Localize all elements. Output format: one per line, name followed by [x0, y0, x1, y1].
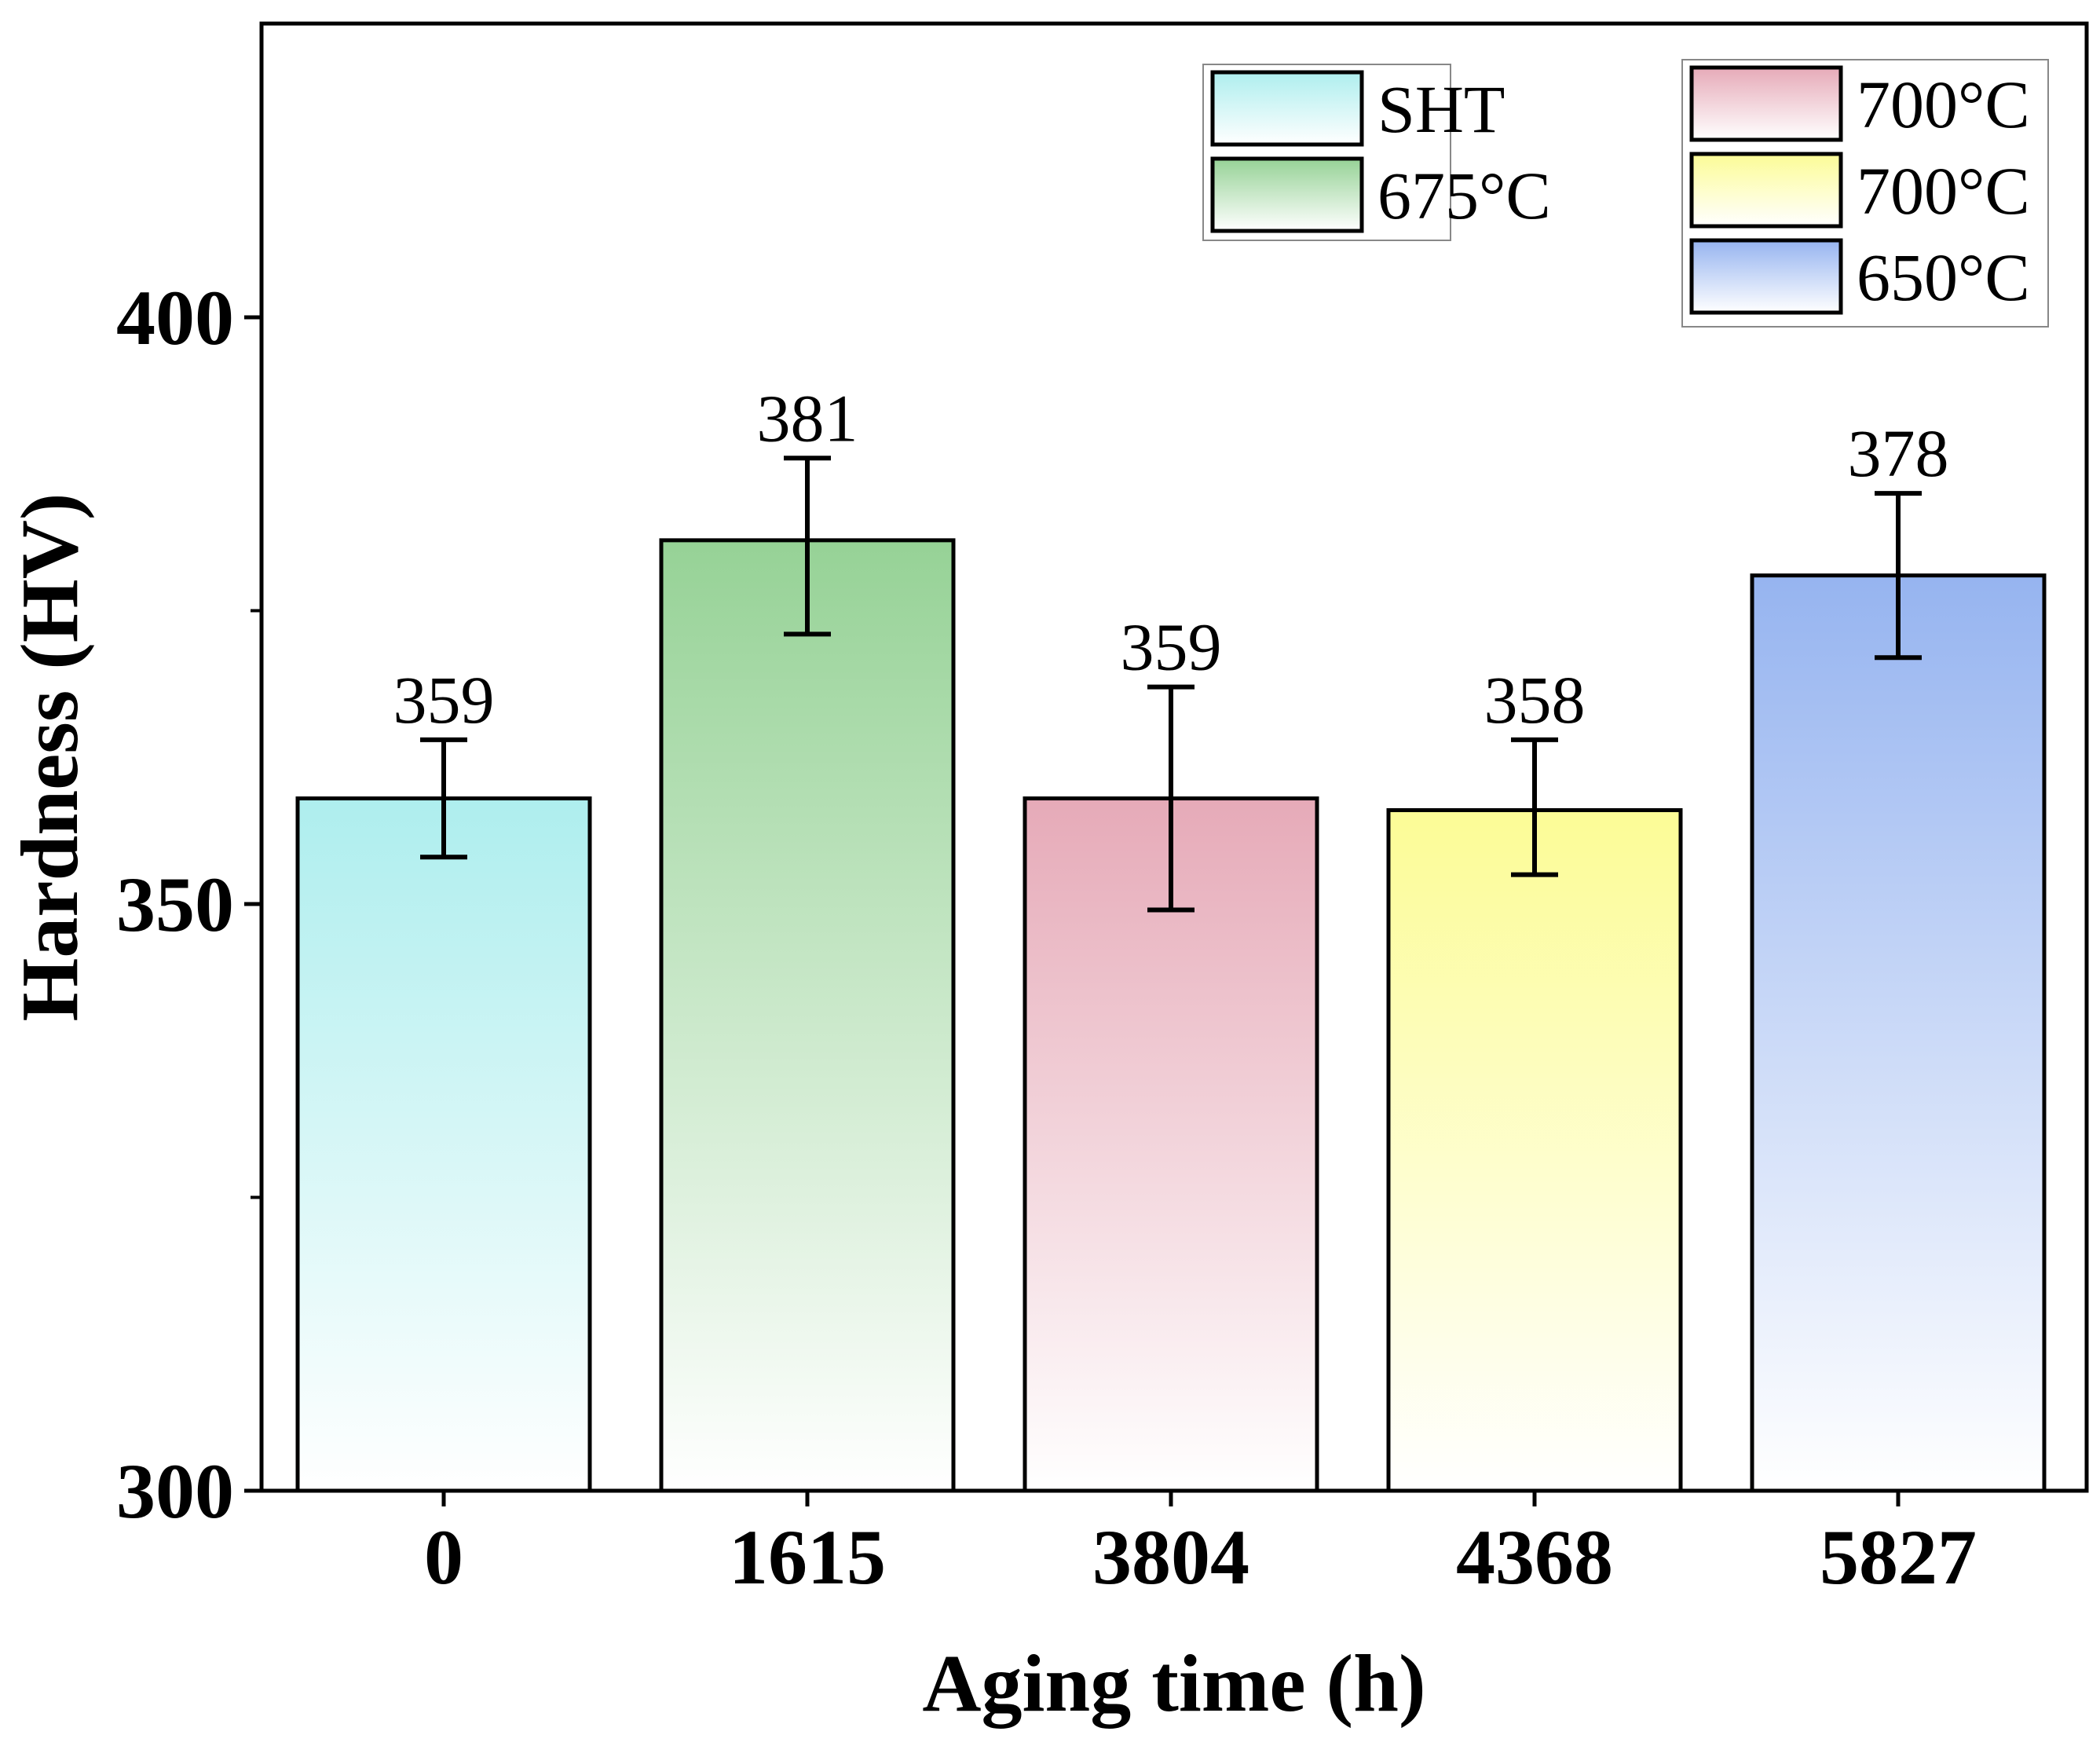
error-bar-5827	[1875, 491, 1922, 661]
data-label-3804: 359	[1121, 609, 1222, 685]
plot-frame	[259, 21, 2089, 1493]
legend: SHT 675°C 700°C 700°C 650°C	[1202, 59, 2049, 328]
legend-swatch	[1210, 70, 1364, 147]
legend-swatch	[1210, 156, 1364, 233]
legend-swatch	[1689, 238, 1843, 315]
legend-swatch	[1689, 152, 1843, 229]
y-axis-title: Hardness (HV)	[5, 492, 95, 1021]
legend-label: 700°C	[1857, 153, 2030, 229]
x-tick-label: 5827	[1820, 1514, 1977, 1601]
bar-4368	[1386, 807, 1683, 1493]
error-bars-group	[420, 456, 1922, 913]
x-tick-label: 1615	[729, 1514, 886, 1601]
bar-0	[295, 796, 592, 1493]
legend-swatch	[1689, 65, 1843, 142]
x-tick-label: 4368	[1456, 1514, 1613, 1601]
legend-label: 650°C	[1857, 240, 2030, 315]
error-bar-1615	[784, 456, 831, 637]
y-tick-label: 300	[116, 1448, 234, 1535]
y-tick-label: 350	[116, 861, 234, 948]
legend-label: 700°C	[1857, 67, 2030, 142]
plot-area: 359 381 359 358 378 300 350 400 0 1615 3804 4368 5…	[116, 21, 2089, 1601]
data-label-0: 359	[393, 662, 495, 738]
data-label-5827: 378	[1848, 415, 1949, 491]
bar-5827	[1750, 573, 2047, 1493]
legend-group-1: SHT 675°C	[1202, 64, 1551, 241]
error-bar-3804	[1147, 684, 1195, 913]
x-tick-label: 3804	[1092, 1514, 1249, 1601]
legend-group-2: 700°C 700°C 650°C	[1681, 59, 2049, 328]
x-tick-label: 0	[424, 1514, 463, 1601]
error-bar-4368	[1511, 737, 1558, 877]
y-tick-label: 400	[116, 274, 234, 361]
data-labels-group: 359 381 359 358 378	[393, 380, 1949, 738]
data-label-1615: 381	[757, 380, 858, 456]
y-axis-ticks: 300 350 400	[116, 274, 262, 1535]
x-axis-ticks: 0 1615 3804 4368 5827	[424, 1491, 1977, 1601]
bar-1615	[659, 538, 956, 1493]
data-label-4368: 358	[1484, 662, 1586, 738]
legend-label: 675°C	[1377, 158, 1551, 233]
error-bar-0	[420, 737, 467, 860]
legend-label: SHT	[1377, 71, 1505, 147]
x-axis-title: Aging time (h)	[922, 1638, 1425, 1729]
